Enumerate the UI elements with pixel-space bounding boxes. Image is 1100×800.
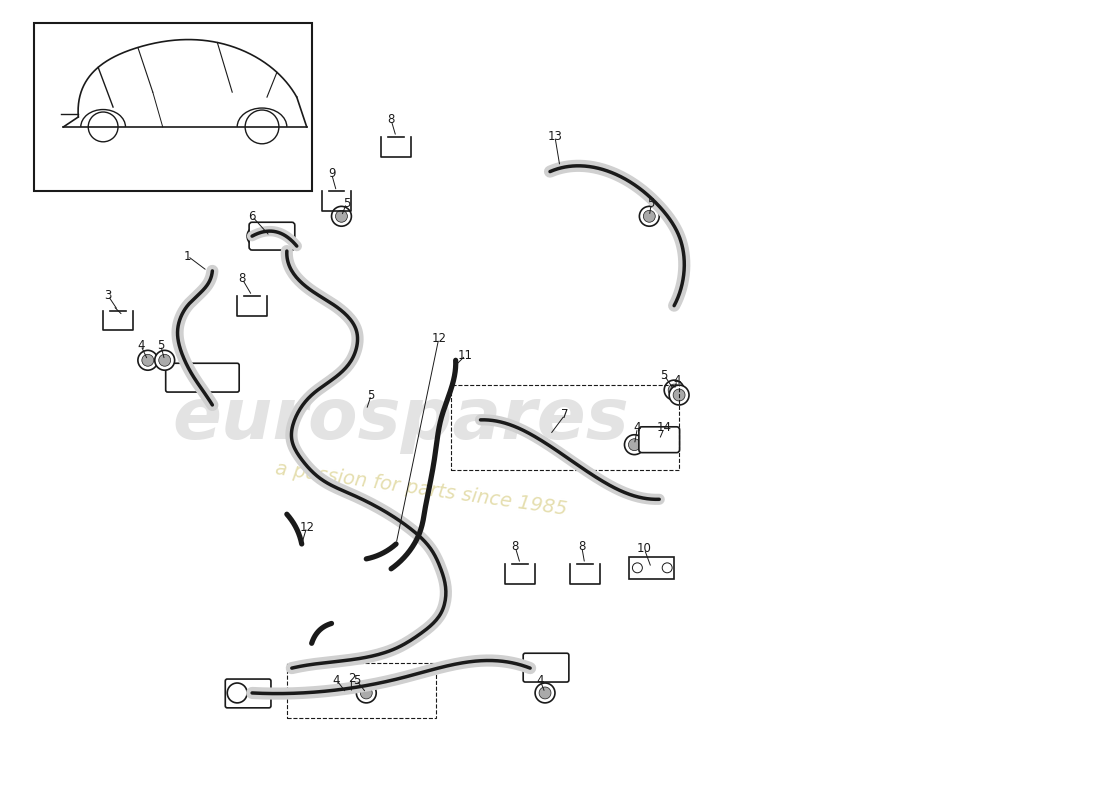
- Circle shape: [245, 110, 279, 144]
- Circle shape: [336, 210, 348, 222]
- FancyBboxPatch shape: [249, 222, 295, 250]
- Circle shape: [664, 380, 684, 400]
- FancyBboxPatch shape: [524, 654, 569, 682]
- Circle shape: [331, 206, 351, 226]
- Text: 5: 5: [343, 197, 350, 210]
- Text: 3: 3: [104, 290, 112, 302]
- Text: 5: 5: [157, 339, 164, 352]
- Text: 7: 7: [561, 408, 569, 422]
- Text: 4: 4: [138, 339, 144, 352]
- Circle shape: [535, 683, 556, 703]
- Text: 2: 2: [348, 671, 355, 685]
- Circle shape: [88, 112, 118, 142]
- Text: 6: 6: [249, 210, 256, 222]
- Text: 4: 4: [673, 374, 681, 386]
- Bar: [451, 385, 679, 470]
- Text: 9: 9: [328, 167, 336, 180]
- Circle shape: [248, 226, 267, 246]
- Circle shape: [662, 563, 672, 573]
- Text: 8: 8: [387, 114, 395, 126]
- Circle shape: [228, 683, 248, 703]
- Circle shape: [644, 210, 656, 222]
- Circle shape: [639, 206, 659, 226]
- Bar: [34, 22, 311, 191]
- Circle shape: [669, 385, 689, 405]
- Text: 4: 4: [537, 674, 543, 686]
- Circle shape: [138, 350, 157, 370]
- Circle shape: [625, 434, 645, 454]
- Circle shape: [155, 350, 175, 370]
- Circle shape: [632, 563, 642, 573]
- Text: 5: 5: [353, 674, 360, 686]
- Text: 5: 5: [367, 389, 375, 402]
- Text: 5: 5: [648, 197, 654, 210]
- Circle shape: [142, 354, 154, 366]
- Text: 13: 13: [548, 130, 562, 143]
- FancyBboxPatch shape: [166, 363, 239, 392]
- FancyBboxPatch shape: [639, 427, 680, 453]
- Text: 4: 4: [332, 674, 340, 686]
- Circle shape: [668, 384, 680, 396]
- Text: 12: 12: [299, 521, 315, 534]
- Bar: [287, 663, 436, 718]
- Text: 11: 11: [458, 349, 473, 362]
- Text: 8: 8: [579, 541, 585, 554]
- Circle shape: [673, 389, 685, 401]
- Text: 5: 5: [660, 369, 668, 382]
- Circle shape: [361, 687, 372, 699]
- Circle shape: [539, 687, 551, 699]
- Text: a passion for parts since 1985: a passion for parts since 1985: [274, 459, 568, 519]
- Text: 14: 14: [657, 422, 672, 434]
- Circle shape: [628, 438, 640, 450]
- Text: 10: 10: [637, 542, 652, 555]
- Text: 8: 8: [239, 272, 245, 286]
- Text: eurospares: eurospares: [173, 386, 629, 454]
- FancyBboxPatch shape: [226, 679, 271, 708]
- Text: 4: 4: [634, 422, 641, 434]
- Text: 12: 12: [431, 332, 447, 345]
- Text: 8: 8: [512, 541, 519, 554]
- Circle shape: [356, 683, 376, 703]
- Bar: [629, 557, 674, 578]
- Text: 1: 1: [184, 250, 191, 262]
- Circle shape: [158, 354, 170, 366]
